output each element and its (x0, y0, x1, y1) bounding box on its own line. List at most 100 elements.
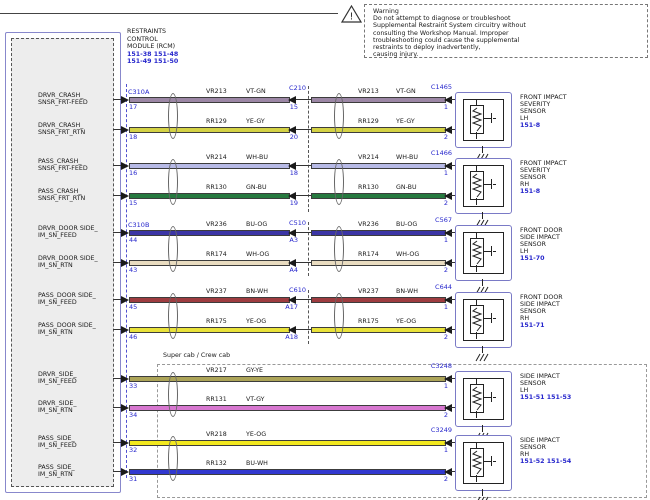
sensor-stub (450, 232, 456, 233)
wire-color-code: YE-OG (246, 318, 267, 325)
sensor-contact (483, 118, 491, 119)
wire-stub (113, 378, 122, 379)
warning-box: Warning Do not attempt to diagnose or tr… (364, 4, 648, 58)
rcm-title-line: RESTRAINTS (127, 28, 167, 35)
wire-color-code: VT-GN (396, 88, 416, 95)
wire-color-code: WH-OG (246, 251, 270, 258)
ground-lead (482, 279, 483, 286)
rcm-signal-label: DRVR_SIDE_ IM_SN_FEED (38, 371, 114, 385)
warning-text: Do not attempt to diagnose or troublesho… (373, 15, 526, 59)
mid-arrow (288, 192, 296, 200)
rcm-signal-line: IM_SN_FEED (38, 378, 77, 385)
sensor-name-line: SIDE IMPACT (520, 373, 560, 380)
rcm-signal-label: PASS_CRASH_ SNSR_FRT_RTN (38, 188, 114, 202)
sensor-name-line: SENSOR (520, 241, 547, 248)
mid-pin: 19 (289, 199, 298, 207)
sensor-arrow (444, 126, 452, 134)
warning-line: consulting the Workshop Manual. Improper (373, 29, 509, 37)
wire-color-code: YE-GY (396, 118, 415, 125)
wire-color-code: BN-WH (246, 288, 269, 295)
rcm-signal-line: IM_SN_RTN (38, 407, 73, 414)
sensor-pin: 2 (443, 133, 448, 141)
wire-color-code: BU-OG (396, 221, 418, 228)
sensor-name-line: FRONT DOOR (520, 294, 563, 301)
rcm-signal-label: PASS_SIDE_ IM_SN_FEED (38, 435, 114, 449)
sensor-contact (493, 397, 496, 398)
circuit-label: RR129 (358, 118, 379, 125)
sensor-pin: 2 (443, 333, 448, 341)
sensor-connector-label: C1465 (430, 83, 452, 91)
sensor-name-line: SENSOR (520, 444, 547, 451)
sensor-name-line: LH (520, 387, 529, 394)
wire-segment (129, 97, 290, 103)
rcm-pin: 33 (129, 382, 138, 390)
circuit-label: VR217 (206, 367, 227, 374)
sensor-stub (450, 195, 456, 196)
sensor-pin: 2 (443, 199, 448, 207)
wire-stub (113, 165, 122, 166)
sensor-stub (450, 99, 456, 100)
sensor-arrow (444, 439, 452, 447)
wire-color-code: YE-OG (396, 318, 417, 325)
sensor-contact (493, 318, 496, 319)
wire-color-code: GN-BU (396, 184, 417, 191)
sensor-arrow (444, 326, 452, 334)
wire-color-code: GY-YE (246, 367, 264, 374)
mid-arrow (288, 259, 296, 267)
sensor-contact (491, 113, 492, 123)
sensor-pin: 2 (443, 266, 448, 274)
mid-pin: 20 (289, 133, 298, 141)
sensor-label-block: SIDE IMPACT SENSOR RH 151-52 151-54 (520, 437, 571, 465)
rcm-signal-line: IM_SN_RTN (38, 471, 73, 478)
wire-color-code: GN-BU (246, 184, 267, 191)
circuit-label: RR132 (206, 460, 227, 467)
rcm-pin: 31 (129, 475, 138, 483)
sensor-contact (493, 251, 496, 252)
ground-lead (482, 212, 483, 219)
sensor-contact (491, 313, 492, 323)
wire-stub (113, 232, 122, 233)
circuit-label: RR174 (358, 251, 379, 258)
mid-connector-line (308, 290, 309, 344)
rcm-signal-line: DRVR_SIDE_ (38, 371, 77, 378)
wire-arrow-out (121, 192, 129, 200)
circuit-label: VR213 (206, 88, 227, 95)
sensor-stub (450, 329, 456, 330)
sensor-lead (476, 332, 477, 339)
sensor-name-line: LH (520, 115, 529, 122)
rcm-signal-line: PASS_SIDE_ (38, 464, 75, 471)
rcm-signal-label: DRVR_CRASH_ SNSR_FRT_RTN (38, 122, 114, 136)
rcm-signal-line: IM_SN_FEED (38, 232, 77, 239)
sensor-lead (476, 443, 477, 449)
mid-stub (296, 329, 312, 330)
rcm-page-ref: 151-38 151-48 (127, 50, 179, 58)
sensor-arrow (444, 192, 452, 200)
mid-pin: A17 (285, 303, 298, 311)
sensor-label-block: FRONT DOOR SIDE IMPACT SENSOR RH 151-71 (520, 294, 563, 329)
rcm-signal-line: IM_SN_FEED (38, 299, 77, 306)
sensor-lead (476, 233, 477, 239)
rcm-signal-line: PASS_CRASH_ (38, 188, 82, 195)
wire-segment (129, 230, 290, 236)
sensor-lead (476, 379, 477, 385)
mid-stub (296, 99, 312, 100)
mid-connector-label: C610 (289, 286, 306, 294)
twisted-pair-symbol (168, 93, 178, 139)
wire-stub (113, 471, 122, 472)
sensor-contact (493, 461, 496, 462)
mid-arrow (288, 296, 296, 304)
wire-stub (113, 262, 122, 263)
sensor-page-ref: 151-8 (520, 188, 541, 195)
twisted-pair-symbol (334, 159, 344, 205)
sensor-name-line: FRONT DOOR (520, 227, 563, 234)
sensor-connector-label: C567 (435, 216, 452, 224)
warning-line: restraints to deploy inadvertently, (373, 44, 481, 52)
sensor-contact (491, 456, 492, 466)
wire-segment (311, 230, 446, 236)
sensor-contact (483, 461, 491, 462)
sensor-lead (476, 411, 477, 418)
rcm-title-line: CONTROL (127, 35, 158, 43)
wire-segment (129, 193, 290, 199)
wire-arrow-out (121, 375, 129, 383)
twisted-pair-symbol (168, 436, 178, 481)
